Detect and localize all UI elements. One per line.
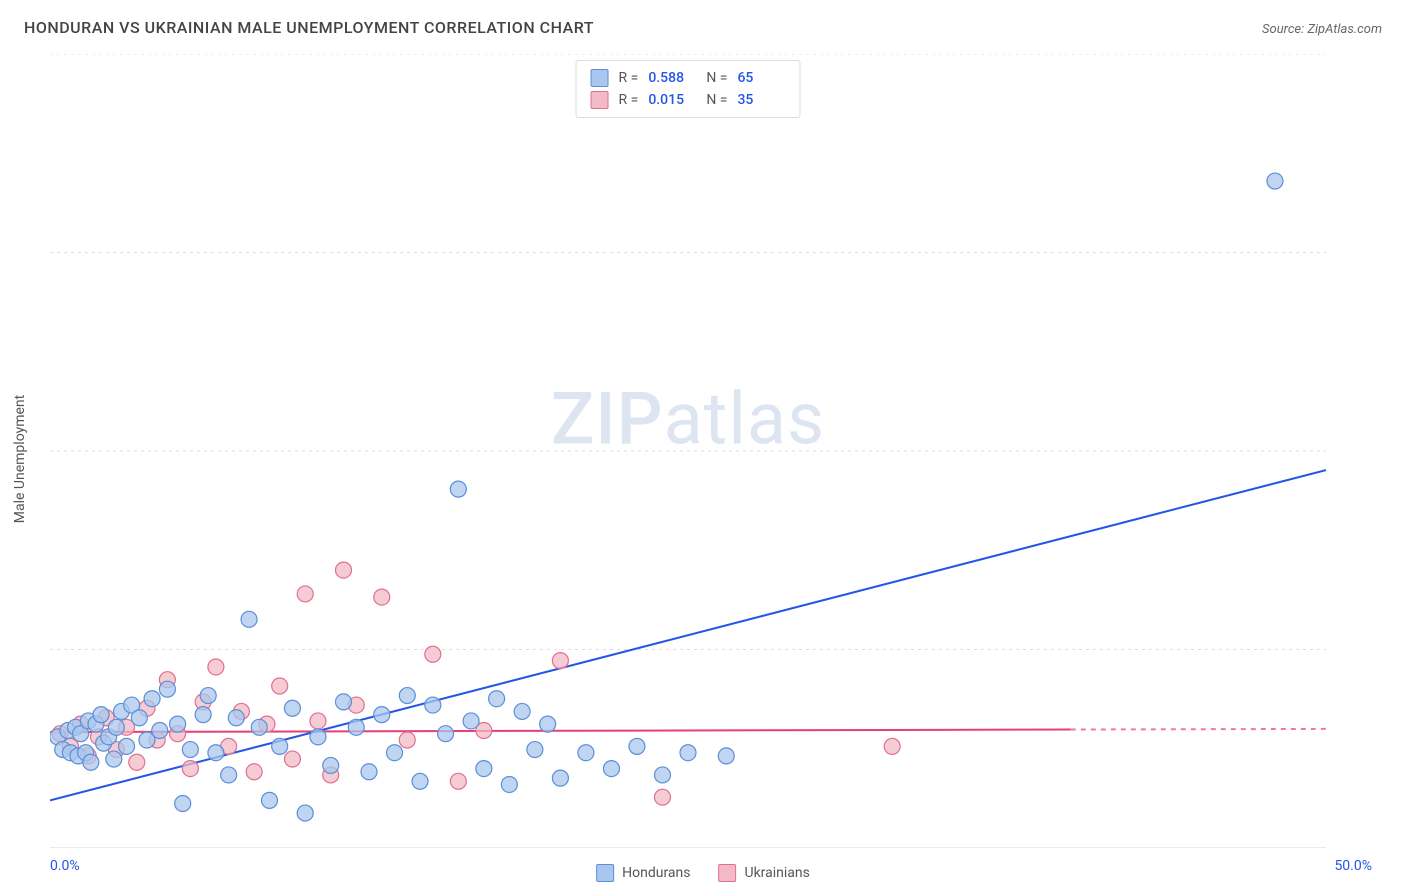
- n-label: N =: [706, 70, 727, 86]
- n-value-a: 65: [737, 70, 785, 86]
- legend-series: Hondurans Ukrainians: [596, 864, 810, 882]
- source-prefix: Source:: [1262, 22, 1307, 37]
- r-value-a: 0.588: [648, 70, 696, 86]
- chart-title: HONDURAN VS UKRAINIAN MALE UNEMPLOYMENT …: [24, 18, 594, 37]
- legend-row-b: R = 0.015 N = 35: [591, 89, 786, 111]
- y-axis-label: Male Unemployment: [12, 395, 28, 523]
- swatch-a: [596, 864, 614, 882]
- swatch-b: [718, 864, 736, 882]
- n-value-b: 35: [737, 92, 785, 108]
- legend-correlation: R = 0.588 N = 65 R = 0.015 N = 35: [576, 60, 801, 118]
- swatch-b: [591, 91, 609, 109]
- r-value-b: 0.015: [648, 92, 696, 108]
- chart-area: Male Unemployment R = 0.588 N = 65 R = 0…: [50, 54, 1326, 848]
- legend-item-ukrainians: Ukrainians: [718, 864, 809, 882]
- legend-label-b: Ukrainians: [744, 865, 809, 881]
- source-name: ZipAtlas.com: [1307, 22, 1382, 37]
- legend-item-hondurans: Hondurans: [596, 864, 690, 882]
- r-label: R =: [619, 70, 639, 86]
- legend-row-a: R = 0.588 N = 65: [591, 67, 786, 89]
- swatch-a: [591, 69, 609, 87]
- x-axis-max-label: 50.0%: [1334, 858, 1372, 874]
- scatter-plot: 12.5%25.0%37.5%50.0%: [50, 54, 1326, 848]
- source: Source: ZipAtlas.com: [1262, 18, 1382, 37]
- n-label: N =: [706, 92, 727, 108]
- x-axis-min-label: 0.0%: [50, 858, 80, 874]
- r-label: R =: [619, 92, 639, 108]
- legend-label-a: Hondurans: [622, 865, 690, 881]
